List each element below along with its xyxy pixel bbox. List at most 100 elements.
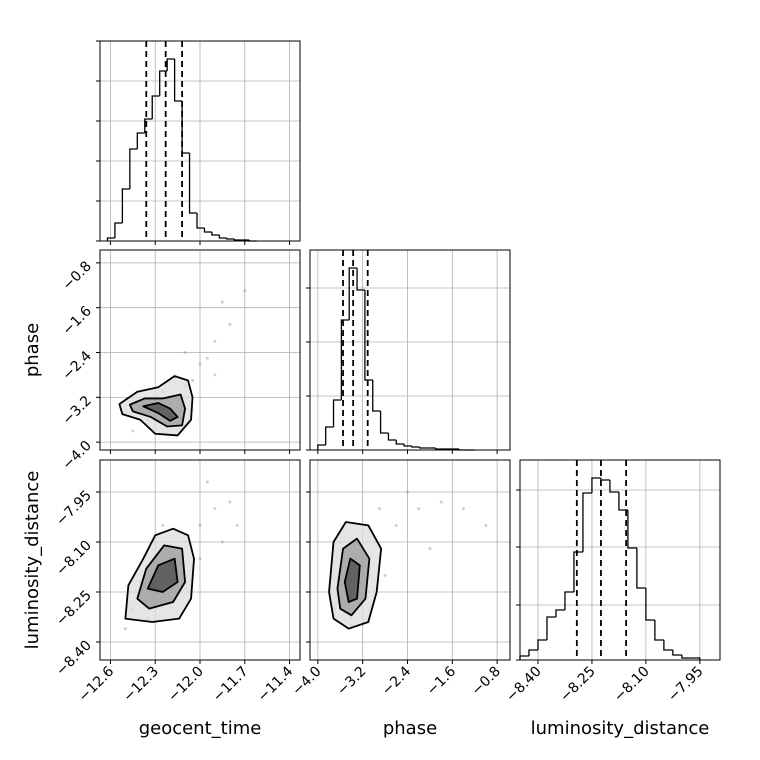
sample-point	[428, 547, 432, 551]
hist-bin	[564, 591, 574, 610]
y-tick-label: −8.40	[53, 638, 95, 680]
hist-bin	[226, 238, 235, 240]
sample-point	[462, 507, 466, 511]
hist-bin	[136, 132, 145, 149]
hist-bin	[546, 616, 556, 640]
hist-bin	[387, 433, 397, 441]
sample-point	[213, 507, 217, 511]
sample-point	[417, 507, 421, 511]
hist-bin	[627, 510, 637, 549]
hist-bin	[211, 232, 220, 236]
x-tick-label: −11.7	[210, 664, 252, 706]
hist-bin	[690, 657, 701, 660]
y-tick-label: −8.25	[53, 588, 95, 630]
hist-bin	[218, 235, 227, 239]
sample-point	[198, 362, 202, 366]
hist-bin	[618, 492, 628, 511]
hist-bin	[600, 478, 610, 481]
hist-bin	[555, 609, 565, 617]
hist-bin	[159, 70, 168, 96]
y-axis-label: phase	[22, 323, 43, 377]
sample-point	[213, 339, 217, 343]
x-tick-label: −12.6	[76, 663, 118, 705]
x-axis-label: luminosity_distance	[531, 718, 710, 739]
hist-bin	[379, 411, 389, 434]
hist-bin	[645, 588, 655, 621]
hist-bin	[573, 551, 583, 592]
sample-point	[383, 573, 387, 577]
x-tick-label: −3.2	[334, 664, 369, 699]
sample-point	[394, 523, 398, 527]
sample-point	[228, 500, 232, 504]
hist-bin	[582, 492, 592, 552]
hist-bin	[340, 319, 350, 400]
x-tick-label: −11.4	[255, 663, 297, 705]
hist-bin	[591, 477, 601, 493]
y-tick-label: −3.2	[59, 393, 94, 428]
hist-bin	[196, 213, 205, 229]
hist-bin	[317, 444, 326, 450]
hist-bin	[332, 399, 342, 427]
hist-bin	[372, 380, 381, 412]
sample-point	[235, 523, 239, 527]
hist-bin	[233, 239, 242, 241]
x-tick-label: −7.95	[665, 664, 707, 706]
hist-bin	[681, 655, 691, 659]
hist-bin	[181, 101, 190, 154]
y-axis-label: luminosity_distance	[22, 471, 43, 650]
x-tick-label: −2.4	[379, 663, 414, 698]
contour	[142, 402, 179, 422]
axes-frame	[309, 459, 511, 661]
hist-bin	[203, 228, 212, 233]
hist-bin	[144, 118, 153, 133]
hist-bin	[672, 650, 682, 656]
x-tick-label: −4.0	[289, 664, 324, 699]
y-tick-label: −4.0	[59, 438, 94, 473]
hist-bin	[121, 188, 130, 223]
hist-bin	[636, 548, 646, 589]
y-tick-label: −1.6	[59, 303, 94, 338]
hist-bin	[114, 222, 123, 238]
hist-bin	[403, 444, 412, 447]
hist-bin	[519, 655, 529, 660]
hist-bin	[434, 448, 444, 450]
hist-bin	[364, 290, 373, 381]
hist-bin	[537, 639, 547, 650]
sample-point	[220, 300, 224, 304]
sample-point	[213, 373, 217, 377]
sample-point	[405, 490, 409, 494]
sample-point	[484, 523, 488, 527]
hist-bin	[654, 620, 664, 641]
sample-point	[228, 323, 232, 327]
sample-point	[439, 500, 443, 504]
hist-bin	[528, 649, 538, 656]
hist-bin	[106, 237, 115, 241]
hist-bin	[166, 58, 175, 71]
hist-bin	[325, 426, 334, 445]
sample-point	[205, 480, 209, 484]
hist-bin	[395, 440, 405, 445]
x-tick-label: −8.40	[503, 664, 545, 706]
sample-point	[205, 356, 209, 360]
axes-frame	[99, 40, 301, 242]
x-tick-label: −8.25	[557, 664, 599, 706]
x-tick-label: −8.10	[611, 664, 653, 706]
sample-point	[161, 523, 165, 527]
contour	[146, 557, 179, 593]
hist-bin	[663, 640, 673, 651]
y-tick-label: −0.8	[59, 258, 94, 293]
axes-frame	[309, 249, 511, 451]
sample-point	[183, 351, 187, 355]
sample-point	[191, 379, 195, 383]
sample-point	[198, 557, 202, 561]
x-axis-label: geocent_time	[139, 718, 262, 739]
hist-bin	[609, 480, 619, 493]
hist-bin	[188, 153, 198, 214]
x-tick-label: −12.3	[120, 664, 162, 706]
x-tick-label: −12.0	[165, 664, 207, 706]
hist-bin	[173, 59, 183, 102]
y-tick-label: −2.4	[59, 348, 94, 383]
contour	[343, 557, 361, 603]
hist-bin	[419, 447, 428, 449]
